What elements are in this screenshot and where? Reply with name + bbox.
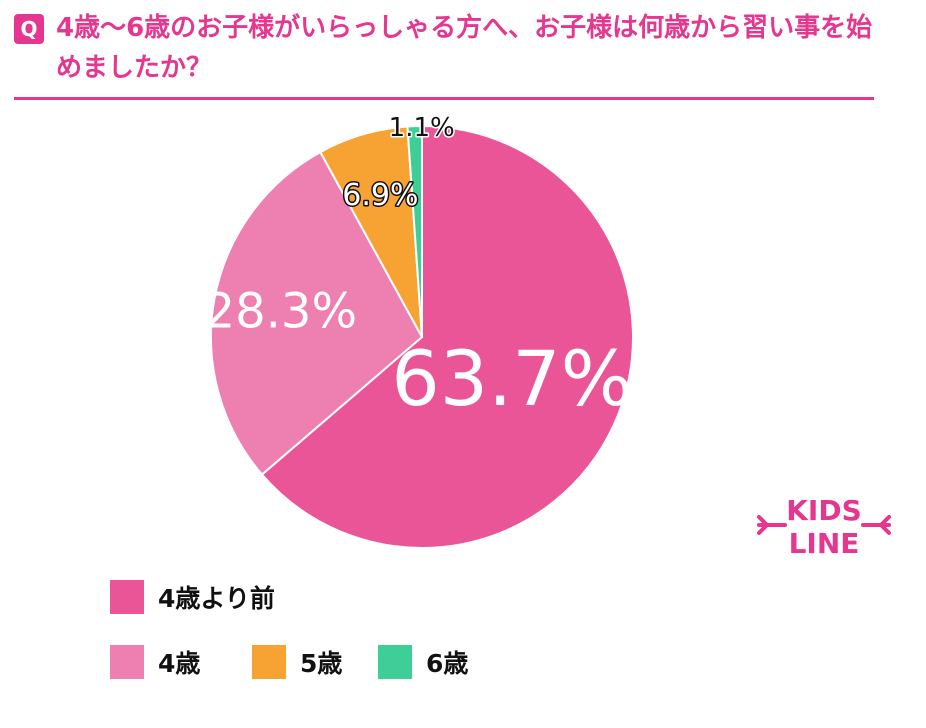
legend-item-age-6: 6歳 [378, 643, 468, 681]
kids-line-logo: KIDS LINE [755, 487, 895, 567]
legend-item-before-4: 4歳より前 [110, 578, 275, 616]
legend-label-age-5: 5歳 [300, 649, 343, 678]
legend-label-before-4: 4歳より前 [158, 584, 275, 613]
question-title: 4歳〜6歳のお子様がいらっしゃる方へ、お子様は何歳から習い事を始めましたか？ [56, 13, 873, 83]
pie-label-age-5: 6.9% [342, 178, 418, 213]
pie-slice-age-6 [406, 124, 423, 338]
legend-label-age-6: 6歳 [426, 649, 469, 678]
pie-slice-before-4 [260, 124, 634, 549]
pie-label-age-4: 28.3% [205, 283, 357, 339]
kids-line-logo-mark: KIDS LINE [757, 494, 891, 560]
legend-swatch-age-6 [378, 645, 412, 679]
logo-line1: KIDS [786, 494, 862, 527]
pie-slice-age-4 [210, 150, 424, 476]
pie-label-before-4: 63.7% [391, 334, 632, 423]
logo-line2: LINE [789, 527, 860, 560]
legend-swatch-before-4 [110, 580, 144, 614]
question-badge: Q [14, 14, 44, 44]
legend-swatch-age-5 [252, 645, 286, 679]
title-divider [14, 97, 874, 100]
pie-label-age-6: 1.1% [389, 113, 455, 143]
legend-swatch-age-4 [110, 645, 144, 679]
legend-item-age-5: 5歳 [252, 643, 342, 681]
legend-label-age-4: 4歳 [158, 649, 201, 678]
legend-item-age-4: 4歳 [110, 643, 200, 681]
